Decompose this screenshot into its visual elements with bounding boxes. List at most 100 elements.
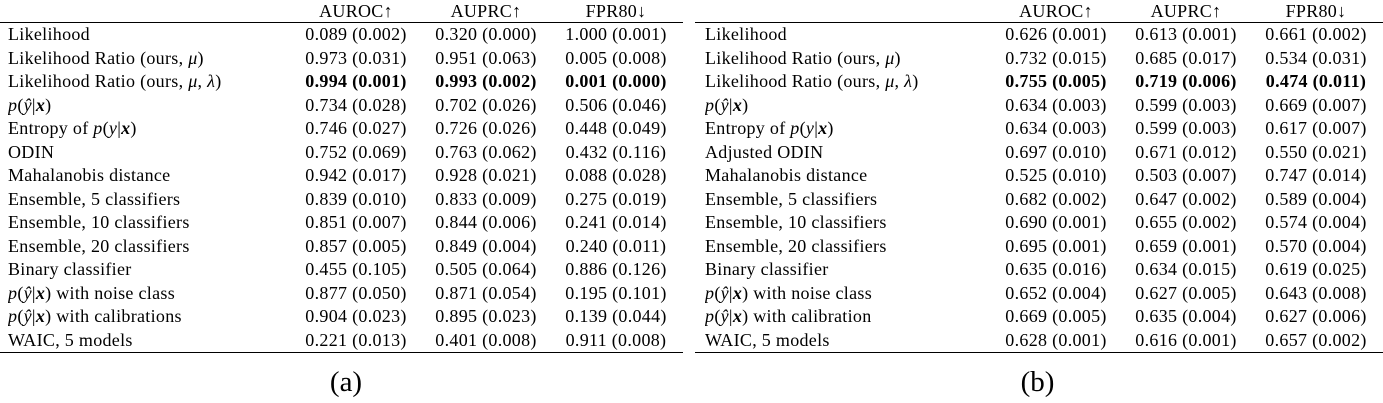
metric-value: 0.685 (0.017) (1135, 47, 1237, 68)
row-label-segment: ) (742, 94, 749, 115)
metric-value: 0.432 (0.116) (565, 141, 667, 162)
metric-value: 0.139 (0.044) (565, 306, 667, 326)
row-label-segment: ( (799, 118, 806, 138)
metric-value: 0.455 (0.105) (305, 259, 407, 279)
metric-value: 0.643 (0.008) (1265, 282, 1367, 303)
row-label-segment: Entropy of (705, 118, 791, 138)
metric-value: 0.474 (0.011) (1265, 71, 1367, 91)
row-label-segment: x (35, 306, 46, 326)
row-label: Mahalanobis distance (8, 164, 291, 188)
metric-value: 0.652 (0.004) (1005, 282, 1107, 303)
row-label-segment: Mahalanobis distance (8, 165, 171, 185)
metric-value: 0.550 (0.021) (1265, 141, 1367, 162)
metric-value: 0.851 (0.007) (305, 212, 407, 232)
table-b-header: AUROC↑ AUPRC↑ FPR80↓ (695, 0, 1383, 23)
table-row: Ensemble, 10 classifiers 0.690 (0.001) 0.6… (695, 211, 1383, 235)
metric-value: 0.849 (0.004) (435, 235, 537, 256)
row-label-segment: Binary classifier (705, 259, 829, 279)
metric-value: 0.877 (0.050) (305, 282, 407, 303)
row-label-segment: μ (188, 47, 198, 68)
table-row: p(ŷ|x) with noise class 0.877 (0.050) 0.87… (0, 282, 683, 306)
row-label-segment: ŷ (23, 282, 32, 303)
metric-value: 0.570 (0.004) (1265, 235, 1367, 256)
row-label-segment: Adjusted ODIN (705, 141, 824, 162)
metric-value: 0.732 (0.015) (1005, 47, 1107, 68)
row-label-segment: ODIN (8, 141, 55, 162)
row-label: Ensemble, 20 classifiers (705, 235, 991, 259)
metric-value: 0.682 (0.002) (1005, 188, 1107, 209)
metric-value: 0.599 (0.003) (1135, 118, 1237, 138)
row-label-segment: μ (885, 47, 895, 68)
row-label-segment: ( (17, 282, 24, 303)
metric-value: 0.005 (0.008) (565, 47, 667, 68)
metric-value: 0.911 (0.008) (565, 329, 667, 350)
row-label: Ensemble, 10 classifiers (8, 211, 291, 235)
table-b-panel: AUROC↑ AUPRC↑ FPR80↓ Likelihood 0.626 (0.00… (692, 0, 1383, 399)
table-row: p(ŷ|x) with calibration 0.669 (0.005) 0.63… (695, 305, 1383, 329)
column-header: AUROC↑ (319, 0, 393, 21)
row-label-segment: with noise class (748, 282, 873, 303)
metric-value: 0.973 (0.031) (305, 47, 407, 68)
metric-value: 0.448 (0.049) (565, 118, 667, 138)
metric-value: 0.275 (0.019) (565, 188, 667, 209)
metric-value: 0.747 (0.014) (1265, 165, 1367, 185)
metric-value: 0.844 (0.006) (435, 212, 537, 232)
row-label-segment: | (31, 282, 36, 303)
metric-value: 0.617 (0.007) (1265, 118, 1367, 138)
row-label-segment: with noise class (51, 282, 176, 303)
table-row: Likelihood Ratio (ours, μ, λ) 0.994 (0.00… (0, 70, 683, 94)
row-label-segment: x (35, 94, 46, 115)
table-row: ODIN 0.752 (0.069) 0.763 (0.062) 0.432 (0.1… (0, 141, 683, 165)
row-label-segment: Likelihood (8, 24, 90, 44)
table-row: Binary classifier 0.635 (0.016) 0.634 (0.0… (695, 258, 1383, 282)
table-row: p(ŷ|x) 0.734 (0.028) 0.702 (0.026) 0.506 (0… (0, 94, 683, 118)
row-label-segment: ) (197, 47, 204, 68)
row-label-segment: | (117, 118, 122, 138)
row-label-segment: Likelihood (705, 24, 787, 44)
metric-value: 0.993 (0.002) (435, 71, 537, 91)
column-header: FPR80↓ (1285, 0, 1347, 21)
table-row: p(ŷ|x) with noise class 0.652 (0.004) 0.62… (695, 282, 1383, 306)
row-label-segment: x (732, 306, 743, 326)
metric-value: 0.089 (0.002) (305, 24, 407, 44)
row-label-segment: x (35, 282, 46, 303)
table-row: Mahalanobis distance 0.525 (0.010) 0.503 (… (695, 164, 1383, 188)
metric-value: 0.613 (0.001) (1135, 24, 1237, 44)
row-label-segment: x (732, 282, 743, 303)
row-label-segment: p (8, 306, 18, 326)
results-table-a: AUROC↑ AUPRC↑ FPR80↓ Likelihood 0.089 (0.00… (0, 0, 683, 353)
metric-value: 0.401 (0.008) (435, 329, 537, 350)
row-label-segment: λ (207, 71, 216, 91)
row-label-segment: , (894, 71, 905, 91)
metric-value: 0.871 (0.054) (435, 282, 537, 303)
metric-value: 0.534 (0.031) (1265, 47, 1367, 68)
row-label: Binary classifier (705, 258, 991, 282)
column-header: AUPRC↑ (1150, 0, 1222, 21)
table-row: Likelihood 0.089 (0.002) 0.320 (0.000) 1.00… (0, 23, 683, 47)
row-label-segment: ) (45, 94, 52, 115)
table-row: WAIC, 5 models 0.628 (0.001) 0.616 (0.001)… (695, 329, 1383, 353)
metric-value: 0.669 (0.007) (1265, 94, 1367, 115)
metric-value: 0.928 (0.021) (435, 165, 537, 185)
row-label-segment: , (197, 71, 208, 91)
metric-value: 0.659 (0.001) (1135, 235, 1237, 256)
row-label-segment: ( (714, 94, 721, 115)
row-label: Likelihood Ratio (ours, μ) (8, 47, 291, 71)
row-label: Likelihood (705, 23, 991, 47)
metric-value: 0.671 (0.012) (1135, 141, 1237, 162)
metric-value: 0.634 (0.003) (1005, 94, 1107, 115)
metric-value: 0.505 (0.064) (435, 259, 537, 279)
metric-value: 1.000 (0.001) (565, 24, 667, 44)
metric-value: 0.702 (0.026) (435, 94, 537, 115)
row-label-segment: Likelihood Ratio (ours, (705, 47, 886, 68)
row-label-segment: Entropy of (8, 118, 94, 138)
row-label: Mahalanobis distance (705, 164, 991, 188)
table-row: Ensemble, 10 classifiers 0.851 (0.007) 0.8… (0, 211, 683, 235)
metric-value: 0.634 (0.003) (1005, 118, 1107, 138)
row-label: p(ŷ|x) with calibrations (8, 305, 291, 329)
metric-value: 0.886 (0.126) (565, 259, 667, 279)
row-label: p(ŷ|x) (8, 94, 291, 118)
row-label-segment: y (108, 118, 118, 138)
metric-value: 0.726 (0.026) (435, 118, 537, 138)
